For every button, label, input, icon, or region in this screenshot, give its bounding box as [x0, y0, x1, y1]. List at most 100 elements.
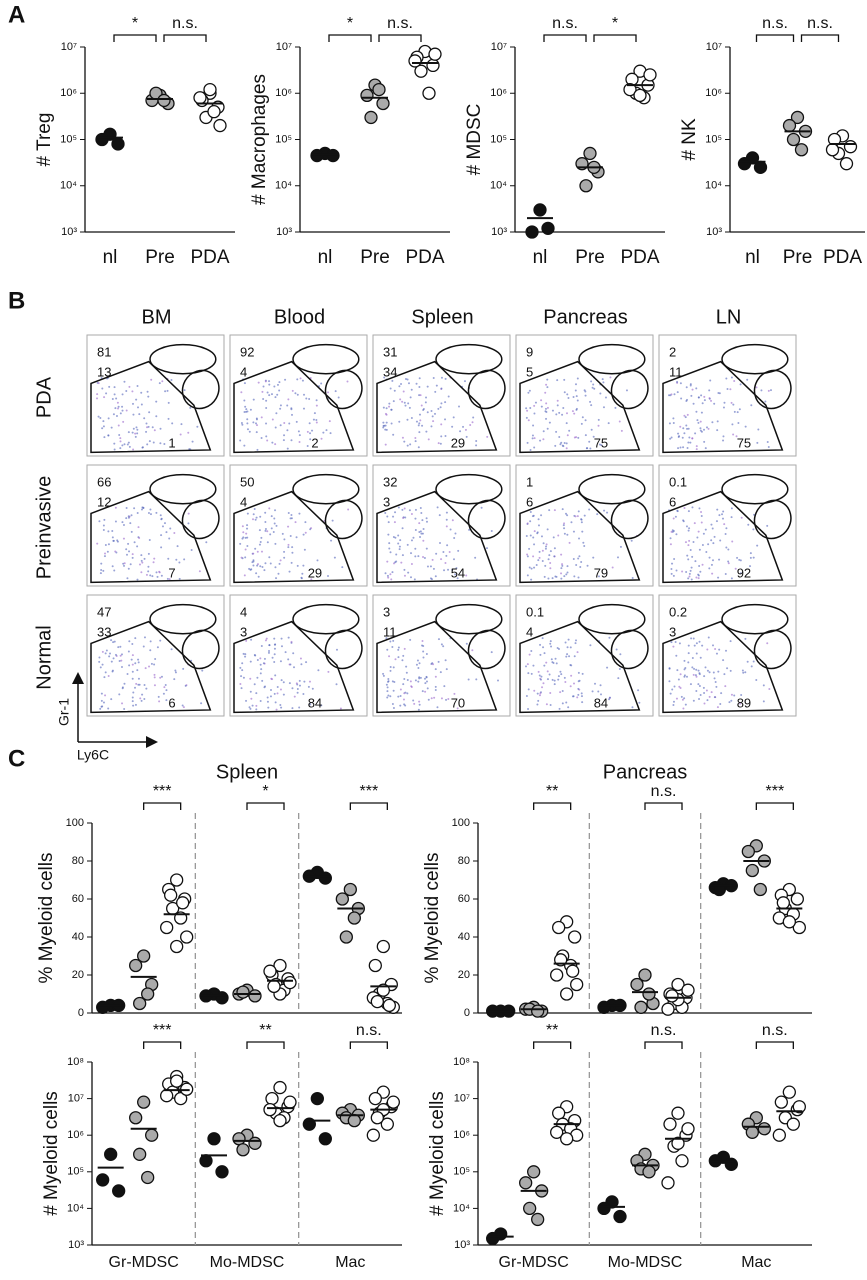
- event-dot: [125, 553, 128, 556]
- event-dot: [246, 512, 249, 515]
- y-tick-label: 10⁶: [490, 87, 507, 99]
- event-dot: [252, 552, 255, 555]
- event-dot: [268, 507, 271, 510]
- event-dot: [714, 648, 717, 651]
- event-dot: [577, 671, 580, 674]
- event-dot: [108, 655, 111, 658]
- event-dot: [699, 420, 702, 423]
- event-dot: [431, 415, 434, 418]
- event-dot: [182, 667, 185, 670]
- event-dot: [268, 649, 271, 652]
- event-dot: [270, 515, 273, 518]
- event-dot: [575, 639, 578, 642]
- event-dot: [580, 561, 583, 564]
- event-dot: [280, 706, 283, 709]
- event-dot: [401, 508, 404, 511]
- event-dot: [270, 677, 273, 680]
- event-dot: [102, 420, 105, 423]
- event-dot: [288, 422, 291, 425]
- event-dot: [142, 506, 145, 509]
- event-dot: [296, 393, 299, 396]
- event-dot: [384, 412, 387, 415]
- event-dot: [684, 703, 687, 706]
- event-dot: [274, 542, 277, 545]
- gate-percentage: 32: [383, 474, 397, 489]
- event-dot: [617, 677, 620, 680]
- y-axis-label: % Myeloid cells: [36, 853, 57, 984]
- event-dot: [596, 513, 599, 516]
- event-dot: [592, 383, 595, 386]
- event-dot: [599, 693, 602, 696]
- event-dot: [414, 517, 417, 520]
- event-dot: [293, 666, 296, 669]
- event-dot: [258, 543, 261, 546]
- event-dot: [155, 571, 158, 574]
- event-dot: [113, 393, 116, 396]
- event-dot: [723, 401, 726, 404]
- event-dot: [690, 394, 693, 397]
- event-dot: [182, 706, 185, 709]
- event-dot: [241, 525, 244, 528]
- event-dot: [444, 418, 447, 421]
- data-point: [170, 873, 184, 887]
- significance-bracket: [755, 34, 795, 42]
- event-dot: [246, 418, 249, 421]
- gate-percentage: 31: [383, 344, 397, 359]
- event-dot: [701, 563, 704, 566]
- data-point: [232, 1132, 246, 1146]
- x-tick-label: nl: [745, 247, 760, 268]
- data-point: [428, 47, 442, 61]
- y-tick-label: 40: [72, 931, 84, 943]
- event-dot: [551, 577, 554, 580]
- event-dot: [729, 669, 732, 672]
- event-dot: [733, 410, 736, 413]
- event-dot: [694, 432, 697, 435]
- event-dot: [399, 694, 402, 697]
- event-dot: [548, 421, 551, 424]
- event-dot: [279, 688, 282, 691]
- event-dot: [146, 443, 149, 446]
- event-dot: [307, 685, 310, 688]
- event-dot: [549, 550, 552, 553]
- y-tick-label: 10⁸: [453, 1056, 470, 1068]
- event-dot: [313, 412, 316, 415]
- event-dot: [390, 408, 393, 411]
- event-dot: [120, 659, 123, 662]
- event-dot: [395, 560, 398, 563]
- gate-percentage: 2: [311, 435, 318, 450]
- event-dot: [544, 391, 547, 394]
- event-dot: [549, 642, 552, 645]
- event-dot: [580, 692, 583, 695]
- event-dot: [698, 564, 701, 567]
- event-dot: [414, 508, 417, 511]
- y-tick-label: 10⁴: [275, 180, 292, 192]
- event-dot: [414, 679, 417, 682]
- event-dot: [131, 700, 134, 703]
- data-point: [550, 1125, 564, 1139]
- event-dot: [304, 531, 307, 534]
- data-point: [283, 975, 297, 990]
- event-dot: [141, 693, 144, 696]
- event-dot: [283, 421, 286, 424]
- event-dot: [282, 693, 285, 696]
- event-dot: [241, 537, 244, 540]
- column-header: Spleen: [411, 306, 473, 328]
- event-dot: [264, 529, 267, 532]
- event-dot: [695, 675, 698, 678]
- event-dot: [249, 677, 252, 680]
- data-point: [372, 82, 386, 97]
- event-dot: [673, 557, 676, 560]
- event-dot: [700, 514, 703, 517]
- event-dot: [268, 383, 271, 386]
- data-point: [376, 96, 390, 111]
- event-dot: [417, 424, 420, 427]
- event-dot: [766, 441, 769, 444]
- event-dot: [134, 637, 137, 640]
- gate-polygon: [376, 490, 498, 584]
- event-dot: [563, 391, 566, 394]
- event-dot: [736, 411, 739, 414]
- event-dot: [572, 395, 575, 398]
- event-dot: [572, 558, 575, 561]
- data-point: [343, 882, 357, 897]
- event-dot: [265, 435, 268, 438]
